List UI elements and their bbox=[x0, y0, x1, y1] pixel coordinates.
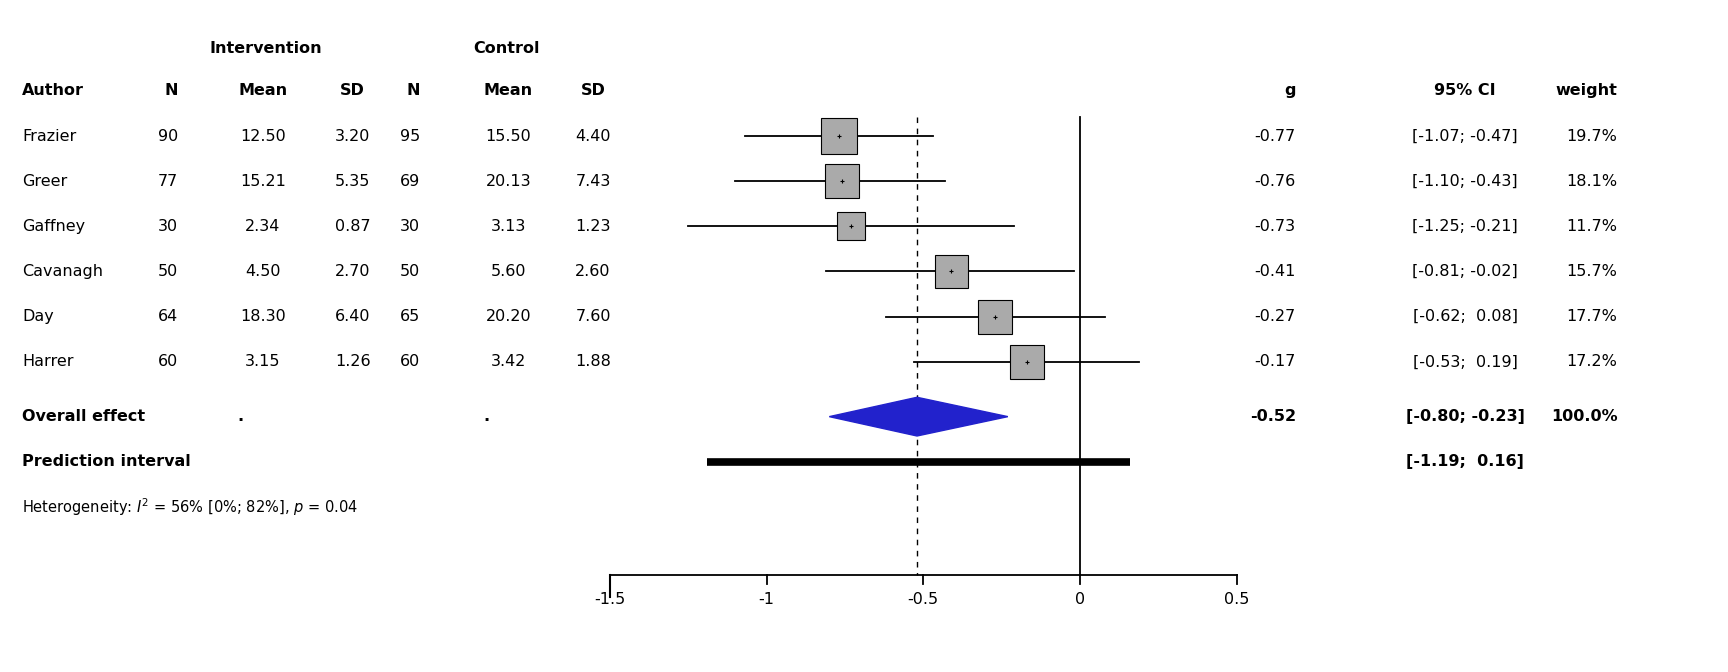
Text: [-1.10; -0.43]: [-1.10; -0.43] bbox=[1412, 173, 1517, 189]
Text: 95% CI: 95% CI bbox=[1434, 83, 1496, 98]
Text: 0.87: 0.87 bbox=[335, 219, 370, 234]
Text: 1.88: 1.88 bbox=[575, 354, 612, 370]
Text: 50: 50 bbox=[157, 264, 178, 279]
Text: 60: 60 bbox=[157, 354, 178, 370]
Text: -0.52: -0.52 bbox=[1249, 409, 1296, 424]
Text: 18.1%: 18.1% bbox=[1567, 173, 1617, 189]
Text: Prediction interval: Prediction interval bbox=[22, 454, 192, 469]
Text: 7.60: 7.60 bbox=[575, 309, 610, 324]
Text: Heterogeneity: $I^2$ = 56% [0%; 82%], $p$ = 0.04: Heterogeneity: $I^2$ = 56% [0%; 82%], $p… bbox=[22, 496, 358, 518]
Text: 3.20: 3.20 bbox=[335, 128, 370, 144]
Text: 3.42: 3.42 bbox=[491, 354, 525, 370]
Bar bbox=[838, 212, 866, 241]
Text: 77: 77 bbox=[157, 173, 178, 189]
Text: 15.7%: 15.7% bbox=[1567, 264, 1617, 279]
Text: Gaffney: Gaffney bbox=[22, 219, 85, 234]
Text: .: . bbox=[482, 409, 489, 424]
Text: 60: 60 bbox=[401, 354, 420, 370]
Text: SD: SD bbox=[581, 83, 605, 98]
Bar bbox=[1009, 345, 1044, 379]
Text: Harrer: Harrer bbox=[22, 354, 74, 370]
Text: g: g bbox=[1284, 83, 1296, 98]
Text: 1.23: 1.23 bbox=[575, 219, 610, 234]
Text: 17.7%: 17.7% bbox=[1567, 309, 1617, 324]
Text: -0.41: -0.41 bbox=[1255, 264, 1296, 279]
Text: 64: 64 bbox=[157, 309, 178, 324]
Bar bbox=[821, 118, 857, 154]
Text: 95: 95 bbox=[401, 128, 420, 144]
Text: [-0.62;  0.08]: [-0.62; 0.08] bbox=[1414, 309, 1517, 324]
Text: 7.43: 7.43 bbox=[575, 173, 610, 189]
Text: -0.27: -0.27 bbox=[1255, 309, 1296, 324]
Text: 17.2%: 17.2% bbox=[1567, 354, 1617, 370]
Bar bbox=[935, 255, 968, 288]
Text: [-1.25; -0.21]: [-1.25; -0.21] bbox=[1412, 219, 1517, 234]
Text: -1: -1 bbox=[759, 592, 774, 607]
Text: N: N bbox=[406, 83, 420, 98]
Text: Author: Author bbox=[22, 83, 85, 98]
Text: 12.50: 12.50 bbox=[240, 128, 285, 144]
Text: 5.35: 5.35 bbox=[335, 173, 370, 189]
Text: 18.30: 18.30 bbox=[240, 309, 285, 324]
Text: 30: 30 bbox=[157, 219, 178, 234]
Text: 2.60: 2.60 bbox=[575, 264, 610, 279]
Text: 15.50: 15.50 bbox=[486, 128, 530, 144]
Polygon shape bbox=[829, 397, 1007, 436]
Text: -0.73: -0.73 bbox=[1255, 219, 1296, 234]
Text: 100.0%: 100.0% bbox=[1552, 409, 1617, 424]
Text: 1.26: 1.26 bbox=[335, 354, 370, 370]
Text: 19.7%: 19.7% bbox=[1567, 128, 1617, 144]
Text: .: . bbox=[237, 409, 244, 424]
Text: 20.20: 20.20 bbox=[486, 309, 530, 324]
Text: 11.7%: 11.7% bbox=[1567, 219, 1617, 234]
Text: -0.17: -0.17 bbox=[1255, 354, 1296, 370]
Text: 6.40: 6.40 bbox=[335, 309, 370, 324]
Text: 15.21: 15.21 bbox=[240, 173, 285, 189]
Text: 3.15: 3.15 bbox=[245, 354, 280, 370]
Text: Frazier: Frazier bbox=[22, 128, 76, 144]
Text: -0.5: -0.5 bbox=[907, 592, 938, 607]
Text: [-0.80; -0.23]: [-0.80; -0.23] bbox=[1407, 409, 1524, 424]
Text: 30: 30 bbox=[401, 219, 420, 234]
Text: Mean: Mean bbox=[484, 83, 532, 98]
Text: Day: Day bbox=[22, 309, 54, 324]
Bar bbox=[824, 164, 859, 198]
Text: SD: SD bbox=[340, 83, 365, 98]
Text: Control: Control bbox=[473, 42, 539, 56]
Text: 20.13: 20.13 bbox=[486, 173, 530, 189]
Text: Cavanagh: Cavanagh bbox=[22, 264, 104, 279]
Text: [-1.19;  0.16]: [-1.19; 0.16] bbox=[1407, 454, 1524, 469]
Text: 2.70: 2.70 bbox=[335, 264, 370, 279]
Text: Overall effect: Overall effect bbox=[22, 409, 145, 424]
Text: weight: weight bbox=[1555, 83, 1617, 98]
Text: Intervention: Intervention bbox=[209, 42, 321, 56]
Text: -0.76: -0.76 bbox=[1255, 173, 1296, 189]
Text: [-0.81; -0.02]: [-0.81; -0.02] bbox=[1412, 264, 1517, 279]
Text: N: N bbox=[164, 83, 178, 98]
Text: Greer: Greer bbox=[22, 173, 67, 189]
Text: -0.77: -0.77 bbox=[1255, 128, 1296, 144]
Text: 5.60: 5.60 bbox=[491, 264, 525, 279]
Text: 4.50: 4.50 bbox=[245, 264, 280, 279]
Text: 69: 69 bbox=[401, 173, 420, 189]
Text: 4.40: 4.40 bbox=[575, 128, 610, 144]
Text: 65: 65 bbox=[401, 309, 420, 324]
Text: 3.13: 3.13 bbox=[491, 219, 525, 234]
Text: Mean: Mean bbox=[238, 83, 287, 98]
Text: [-1.07; -0.47]: [-1.07; -0.47] bbox=[1412, 128, 1517, 144]
Text: [-0.53;  0.19]: [-0.53; 0.19] bbox=[1414, 354, 1517, 370]
Text: 50: 50 bbox=[401, 264, 420, 279]
Text: -1.5: -1.5 bbox=[594, 592, 626, 607]
Text: 0: 0 bbox=[1075, 592, 1085, 607]
Bar bbox=[978, 300, 1013, 334]
Text: 2.34: 2.34 bbox=[245, 219, 280, 234]
Text: 0.5: 0.5 bbox=[1223, 592, 1249, 607]
Text: 90: 90 bbox=[157, 128, 178, 144]
